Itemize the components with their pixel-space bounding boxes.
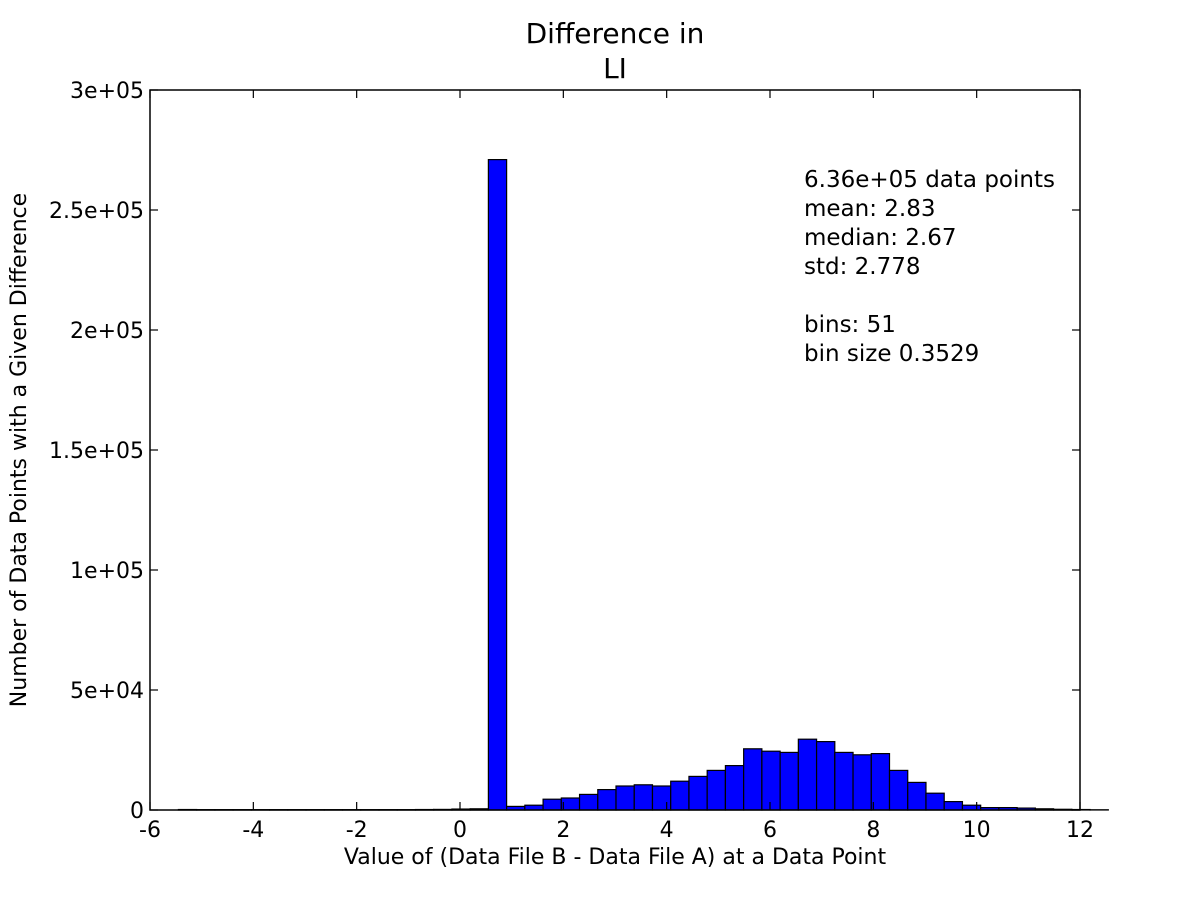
histogram-bar	[689, 776, 707, 810]
x-tick-label: 12	[1066, 818, 1094, 843]
y-tick-label: 1e+05	[70, 559, 144, 584]
histogram-bar	[835, 752, 853, 810]
x-tick-label: 0	[453, 818, 467, 843]
histogram-bar	[671, 781, 689, 810]
histogram-bar	[762, 751, 780, 810]
bars-group	[178, 160, 1108, 810]
histogram-bar	[616, 786, 634, 810]
y-tick-label: 2e+05	[70, 319, 144, 344]
histogram-bar	[725, 766, 743, 810]
histogram-bar	[561, 798, 579, 810]
y-tick-label: 3e+05	[70, 79, 144, 104]
stats-annotation-line: bins: 51	[804, 312, 896, 338]
stats-annotation-line: mean: 2.83	[804, 196, 936, 222]
y-tick-label: 5e+04	[70, 679, 144, 704]
histogram-bar	[798, 739, 816, 810]
histogram-bar	[926, 793, 944, 810]
x-tick-label: 6	[763, 818, 777, 843]
y-tick-label: 0	[130, 799, 144, 824]
histogram-bar	[890, 770, 908, 810]
histogram-bar	[652, 786, 670, 810]
histogram-bar	[580, 794, 598, 810]
histogram-bar	[543, 799, 561, 810]
x-tick-label: 4	[660, 818, 674, 843]
histogram-bar	[853, 755, 871, 810]
y-tick-label: 2.5e+05	[49, 199, 144, 224]
histogram-bar	[707, 770, 725, 810]
x-tick-label: 2	[556, 818, 570, 843]
histogram-bar	[744, 749, 762, 810]
stats-annotation-line: median: 2.67	[804, 225, 957, 251]
y-axis-label: Number of Data Points with a Given Diffe…	[7, 193, 32, 707]
chart-title-line-2: LI	[603, 52, 627, 85]
x-tick-label: -2	[346, 818, 368, 843]
histogram-bar	[488, 160, 506, 810]
histogram-bar	[817, 742, 835, 810]
chart-title-line-1: Difference in	[526, 17, 705, 50]
histogram-bar	[634, 785, 652, 810]
stats-annotation-line: std: 2.778	[804, 254, 921, 280]
y-tick-label: 1.5e+05	[49, 439, 144, 464]
histogram-bar	[871, 754, 889, 810]
x-tick-label: 8	[866, 818, 880, 843]
plot-frame	[150, 90, 1080, 810]
stats-annotation: 6.36e+05 data points mean: 2.83 median: 2.…	[804, 167, 1055, 367]
histogram-bar	[598, 790, 616, 810]
stats-annotation-line: 6.36e+05 data points	[804, 167, 1055, 193]
x-tick-label: -4	[242, 818, 264, 843]
histogram-bar	[944, 802, 962, 810]
histogram-bar	[908, 782, 926, 810]
histogram-bar	[780, 752, 798, 810]
x-tick-label: 10	[963, 818, 991, 843]
x-axis-label: Value of (Data File B - Data File A) at …	[344, 845, 887, 870]
stats-annotation-line: bin size 0.3529	[804, 341, 979, 367]
